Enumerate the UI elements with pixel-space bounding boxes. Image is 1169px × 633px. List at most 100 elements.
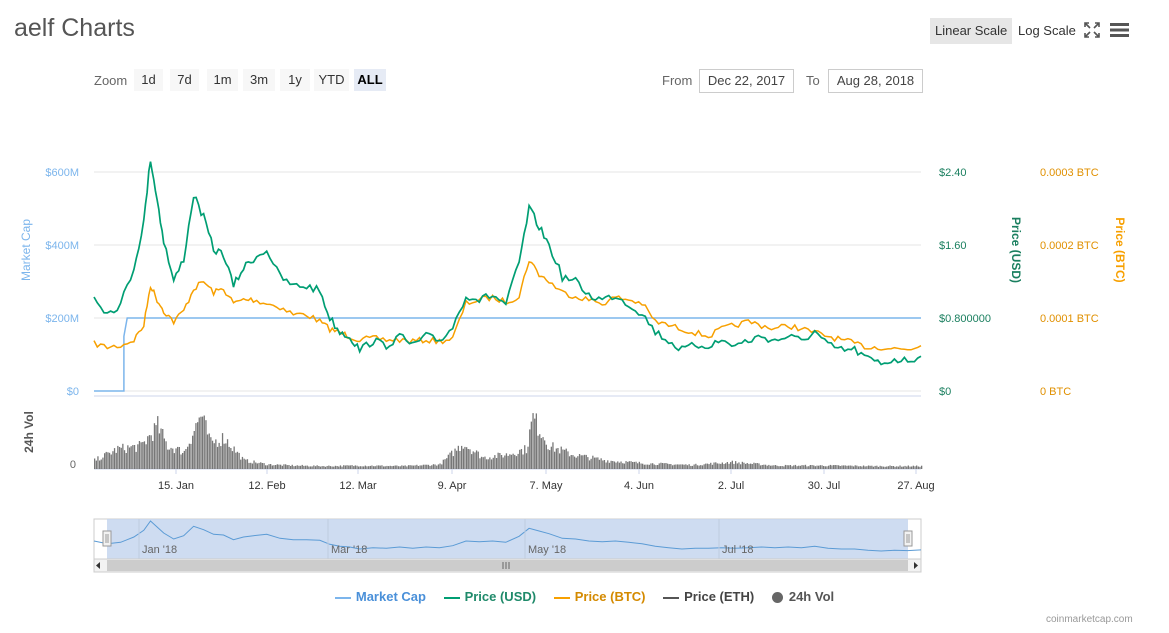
volume-bar (477, 451, 479, 469)
volume-bar (397, 466, 400, 469)
volume-bar (407, 465, 410, 469)
volume-bar (160, 428, 162, 469)
zoom-1y-button[interactable]: 1y (280, 69, 310, 91)
volume-bar (419, 465, 421, 469)
zoom-1d-button[interactable]: 1d (134, 69, 163, 91)
volume-bar (472, 451, 474, 469)
volume-bar (823, 466, 825, 469)
volume-bar (613, 461, 616, 469)
volume-bar (695, 463, 697, 469)
volume-bar (567, 451, 569, 469)
volume-bar (489, 457, 491, 469)
volume-bar (718, 463, 720, 469)
volume-bar (836, 465, 838, 469)
volume-bar (348, 465, 350, 469)
volume-bar (495, 458, 498, 469)
volume-bar (612, 461, 614, 469)
volume-bar (401, 465, 403, 469)
log-scale-button[interactable]: Log Scale (1018, 23, 1076, 38)
fullscreen-icon[interactable] (1084, 22, 1100, 38)
volume-bar (854, 465, 856, 469)
volume-bar (178, 447, 180, 469)
volume-bar (560, 446, 562, 469)
volume-bar (852, 466, 855, 469)
volume-bar (919, 466, 921, 469)
volume-bar (142, 442, 144, 469)
volume-bar (834, 465, 836, 469)
volume-bar (437, 464, 440, 469)
volume-bar (429, 465, 431, 469)
volume-bar (195, 423, 197, 469)
volume-bar (115, 452, 117, 469)
scrollbar-thumb[interactable] (107, 560, 908, 571)
volume-bar (487, 459, 489, 469)
volume-bar (791, 466, 793, 469)
volume-bar (482, 457, 484, 469)
legend-price-eth[interactable]: Price (ETH) (663, 589, 754, 604)
volume-bar (396, 465, 398, 469)
volume-bar (857, 466, 860, 469)
volume-bar (447, 454, 449, 469)
volume-bar (457, 445, 459, 469)
zoom-ytd-button[interactable]: YTD (314, 69, 349, 91)
volume-bar (112, 451, 114, 469)
zoom-1m-button[interactable]: 1m (207, 69, 238, 91)
volume-bar (759, 465, 762, 469)
volume-bar (241, 456, 244, 469)
volume-bar (228, 446, 230, 469)
volume-bar (256, 463, 258, 469)
volume-bar (276, 464, 278, 469)
legend-24h-vol[interactable]: 24h Vol (771, 589, 834, 604)
volume-bar (859, 466, 861, 469)
volume-bar (545, 444, 547, 469)
volume-bar (632, 462, 634, 469)
linear-scale-button[interactable]: Linear Scale (930, 18, 1013, 44)
volume-bar (643, 464, 645, 469)
volume-bar (696, 465, 699, 469)
volume-bar (336, 466, 338, 469)
volume-bar (216, 446, 219, 469)
legend-market-cap[interactable]: Market Cap (334, 589, 426, 604)
price-usd-tick: $0.800000 (939, 313, 991, 325)
navigator-left-handle[interactable] (102, 530, 112, 547)
volume-bar (577, 456, 579, 469)
volume-bar (298, 465, 300, 469)
zoom-7d-button[interactable]: 7d (170, 69, 199, 91)
market-cap-axis-title: Market Cap (19, 219, 33, 281)
navigator-right-handle[interactable] (903, 530, 913, 547)
volume-bar (162, 429, 164, 469)
zoom-all-button[interactable]: ALL (354, 69, 386, 91)
volume-bar (192, 435, 194, 469)
volume-bar (281, 465, 283, 469)
volume-bar (799, 465, 802, 469)
volume-bar (509, 454, 511, 469)
to-date-input[interactable]: Aug 28, 2018 (828, 69, 923, 93)
volume-bar (148, 435, 151, 469)
volume-bar (635, 461, 637, 469)
from-date-input[interactable]: Dec 22, 2017 (699, 69, 794, 93)
volume-bar (557, 448, 559, 469)
legend-price-usd[interactable]: Price (USD) (443, 589, 536, 604)
volume-bar (296, 465, 298, 469)
credits-link[interactable]: coinmarketcap.com (1046, 614, 1133, 625)
volume-bar (514, 454, 516, 469)
zoom-3m-button[interactable]: 3m (243, 69, 275, 91)
volume-bar (909, 466, 911, 469)
volume-bar (294, 465, 297, 469)
volume-bar (153, 423, 156, 469)
volume-bar (399, 466, 401, 469)
volume-bar (128, 447, 131, 469)
legend-price-btc[interactable]: Price (BTC) (553, 589, 646, 604)
volume-bar (268, 464, 270, 469)
volume-bar (582, 455, 584, 469)
scroll-left-arrow-icon (96, 562, 100, 569)
volume-bar (688, 464, 690, 469)
volume-bar (532, 413, 534, 469)
volume-bar (917, 466, 919, 469)
hamburger-menu-icon[interactable] (1110, 22, 1129, 38)
volume-bar (422, 464, 425, 469)
volume-bar (701, 465, 704, 469)
volume-bar (379, 465, 381, 469)
volume-bar (338, 466, 340, 469)
volume-bar (617, 461, 619, 469)
